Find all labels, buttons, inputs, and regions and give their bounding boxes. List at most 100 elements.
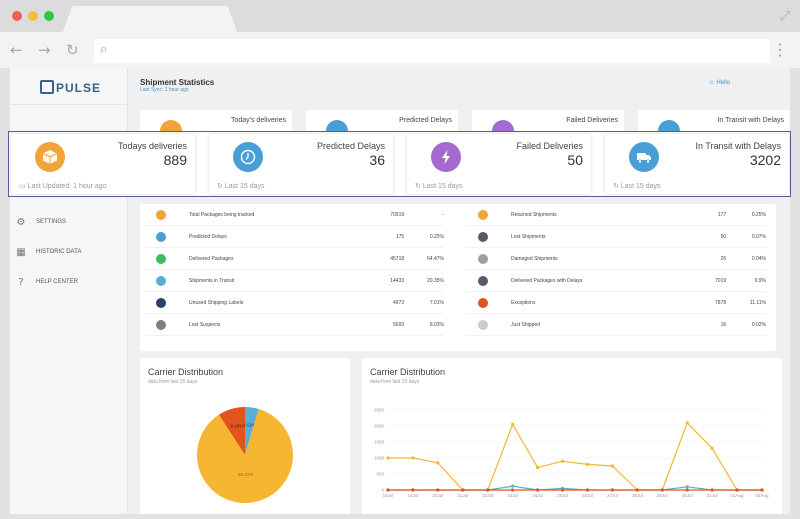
kpi-card-todays-deliveries[interactable]: Todays deliveries 889 ▭ Last Updated: 1 … <box>11 134 195 194</box>
delay-icon <box>478 275 488 286</box>
refresh-icon: ↻ <box>415 183 421 190</box>
maximize-window-dot[interactable] <box>44 11 54 21</box>
back-arrow-icon[interactable]: ← <box>10 41 23 59</box>
x-tick-label: 23Jul <box>507 493 518 498</box>
return-icon <box>478 209 488 220</box>
x-tick-label: 26Jul <box>582 493 593 498</box>
data-point[interactable] <box>610 488 614 492</box>
kpi-card-in-transit-delays[interactable]: In Transit with Delays 3202 ↻ Last 15 da… <box>605 134 789 194</box>
sidebar-item-settings[interactable]: ⚙ SETTINGS <box>14 213 124 231</box>
data-point[interactable] <box>685 488 689 492</box>
check-icon <box>156 253 166 264</box>
kpi-card-predicted-delays[interactable]: Predicted Delays 36 ↻ Last 15 days <box>209 134 393 194</box>
chart-title: Carrier Distribution <box>370 367 446 377</box>
stat-label: Total Packages being tracked <box>189 211 255 218</box>
x-tick-label: 01Aug <box>731 493 745 498</box>
pie-chart-card: Carrier Distribution data from last 15 d… <box>140 358 350 514</box>
data-point[interactable] <box>685 485 689 489</box>
pie-slice[interactable] <box>197 408 293 503</box>
data-point[interactable] <box>560 488 565 492</box>
data-point[interactable] <box>585 488 590 492</box>
bg-card-label: In Transit with Delays <box>717 117 784 124</box>
stat-label: Shipments in Transit <box>189 277 235 284</box>
stat-value: 7878 <box>715 299 727 306</box>
stat-percent: 0.02% <box>751 321 766 328</box>
bg-card-label: Today's deliveries <box>230 117 286 124</box>
data-point[interactable] <box>536 466 540 470</box>
x-tick-label: 20Jul <box>432 493 443 498</box>
page-title: Shipment Statistics <box>140 78 215 87</box>
data-point[interactable] <box>411 456 415 460</box>
table-row: Unused Shipping Labels 4973 7.01% <box>144 292 444 314</box>
data-point[interactable] <box>486 488 490 492</box>
data-point[interactable] <box>585 462 590 466</box>
data-point[interactable] <box>635 488 639 492</box>
data-point[interactable] <box>386 456 390 460</box>
data-point[interactable] <box>536 488 540 492</box>
x-tick-label: 29Jul <box>657 493 668 498</box>
data-point[interactable] <box>610 464 614 468</box>
data-point[interactable] <box>685 421 689 425</box>
kpi-label: In Transit with Delays <box>695 141 781 151</box>
table-row: Exceptions 7878 11.11% <box>466 292 766 314</box>
reload-icon[interactable]: ↻ <box>66 41 79 59</box>
hello-text: Hello <box>716 80 730 86</box>
series-line <box>388 421 762 491</box>
sidebar-divider <box>10 104 128 105</box>
pie-slice[interactable] <box>218 407 245 455</box>
forward-arrow-icon[interactable]: → <box>38 41 51 59</box>
kpi-footer: ↻ Last 15 days <box>217 182 265 190</box>
data-point[interactable] <box>436 461 440 465</box>
stat-value: 26 <box>720 255 727 262</box>
browser-tab[interactable] <box>62 6 238 34</box>
data-point[interactable] <box>710 446 714 450</box>
stat-percent: 9.9% <box>754 277 766 284</box>
table-row: Returned Shipments 177 0.25% <box>466 204 766 226</box>
data-point[interactable] <box>710 488 714 492</box>
chart-title: Carrier Distribution <box>148 367 224 377</box>
data-point[interactable] <box>760 488 764 492</box>
stat-label: Predicted Delays <box>189 233 227 240</box>
data-point[interactable] <box>386 488 390 492</box>
close-window-dot[interactable] <box>12 11 22 21</box>
clock-icon <box>233 142 263 172</box>
clock-icon <box>156 231 166 242</box>
data-point[interactable] <box>461 488 465 492</box>
data-point[interactable] <box>511 484 515 488</box>
kpi-value: 889 <box>163 152 187 168</box>
address-bar[interactable]: ⌕ <box>94 39 770 63</box>
sidebar-item-historic-data[interactable]: ▦ HISTORIC DATA <box>14 243 124 261</box>
data-point[interactable] <box>511 422 515 426</box>
sidebar-item-help-center[interactable]: ? HELP CENTER <box>14 273 124 291</box>
kpi-card-failed-deliveries[interactable]: Failed Deliveries 50 ↻ Last 15 days <box>407 134 591 194</box>
data-point[interactable] <box>511 488 515 492</box>
stat-label: Exceptions <box>511 299 536 306</box>
stat-percent: - <box>442 211 444 218</box>
stat-value: 70919 <box>390 211 405 218</box>
data-point[interactable] <box>660 488 664 492</box>
data-point[interactable] <box>735 488 739 492</box>
data-point[interactable] <box>560 459 565 463</box>
refresh-icon: ↻ <box>613 183 619 190</box>
stat-label: Lost Shipments <box>511 233 546 240</box>
fullscreen-icon[interactable]: ⤢ <box>779 8 790 23</box>
gear-icon: ⚙ <box>16 216 26 228</box>
y-tick-label: 1000 <box>374 456 385 461</box>
exclamation-icon <box>478 297 488 308</box>
stat-label: Delivered Packages <box>189 255 234 262</box>
stat-value: 177 <box>717 211 727 218</box>
table-row: Lost Suspects 5693 8.03% <box>144 314 444 336</box>
browser-menu-icon[interactable]: ⋮ <box>772 40 788 59</box>
data-point[interactable] <box>411 488 415 492</box>
calendar-icon: ▭ <box>19 183 26 190</box>
kpi-value: 50 <box>567 152 583 168</box>
pie-slice[interactable] <box>245 407 259 455</box>
stat-percent: 7.01% <box>429 299 444 306</box>
logo[interactable]: PULSE <box>40 80 101 95</box>
stat-percent: 0.07% <box>751 233 766 240</box>
user-greeting[interactable]: ☺ Hello <box>708 80 730 86</box>
minimize-window-dot[interactable] <box>28 11 38 21</box>
stat-value: 50 <box>720 233 727 240</box>
data-point[interactable] <box>436 488 440 492</box>
